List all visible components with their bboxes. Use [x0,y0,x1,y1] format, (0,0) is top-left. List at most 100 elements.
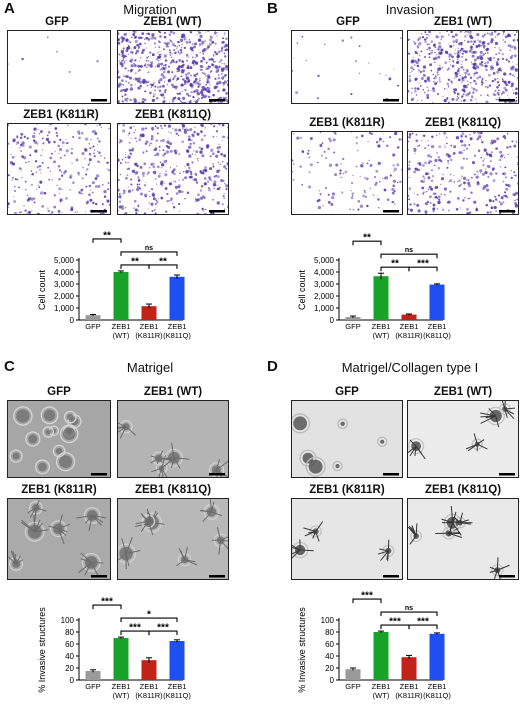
stained-cell [189,95,192,97]
stained-cell [135,171,139,174]
stained-cell [438,79,441,81]
stained-cell [207,87,211,90]
stained-cell [133,98,137,101]
stained-cell [165,170,167,172]
stained-cell [428,195,432,199]
stained-cell [201,207,204,211]
stained-cell [213,187,216,190]
stained-cell [224,73,227,77]
stained-cell [151,126,155,131]
stained-cell [152,197,156,201]
stained-cell [428,43,430,46]
stained-cell [118,178,120,182]
stained-cell [125,38,129,42]
stained-cell [460,41,464,45]
stained-cell [516,156,518,158]
stained-cell [432,209,435,213]
stained-cell [427,176,431,179]
stained-cell [293,57,295,59]
stained-cell [182,78,186,81]
stained-cell [501,78,504,81]
stained-cell [460,134,463,138]
stained-cell [199,78,201,80]
stained-cell [129,76,132,80]
stained-cell [398,138,401,141]
stained-cell [510,86,512,88]
stained-cell [341,191,344,194]
stained-cell [192,178,195,181]
stained-cell [350,196,354,200]
image-label-k811q: ZEB1 (K811Q) [134,484,212,496]
stained-cell [174,44,177,47]
scale-bar [209,210,225,213]
stained-cell [201,56,205,60]
micrograph-c-k811q [117,498,229,580]
stained-cell [170,34,172,37]
stained-cell [486,86,489,89]
stained-cell [217,71,219,73]
stained-cell [212,165,215,168]
panel-letter-b: B [267,0,278,17]
stained-cell [461,77,464,80]
stained-cell [470,47,473,51]
stained-cell [160,73,164,77]
stained-cell [449,44,453,48]
stained-cell [296,42,299,44]
stained-cell [136,140,138,143]
y-tick-label: 80 [325,628,334,637]
stained-cell [127,155,131,159]
stained-cell [439,32,441,34]
stained-cell [185,102,186,103]
stained-cell [216,201,220,205]
stained-cell [145,150,148,153]
stained-cell [428,49,431,52]
stained-cell [118,53,121,56]
stained-cell [456,69,460,73]
stained-cell [47,134,49,137]
stained-cell [199,51,202,54]
x-tick-label: (K811Q) [423,331,451,340]
stained-cell [155,152,160,156]
stained-cell [152,83,155,86]
stained-cell [438,36,440,39]
stained-cell [308,171,311,174]
stained-cell [461,132,465,136]
stained-cell [159,172,161,175]
x-tick-label: (WT) [373,691,390,700]
stained-cell [128,132,131,135]
stained-cell [460,207,462,209]
stained-cell [38,186,41,188]
stained-cell [214,77,217,81]
stained-cell [80,131,84,135]
stained-cell [137,179,141,182]
y-tick-label: 0 [70,676,75,685]
stained-cell [81,152,85,156]
stained-cell [437,156,440,159]
stained-cell [393,167,397,171]
stained-cell [481,80,483,82]
stained-cell [141,32,145,35]
invasive-protrusion [171,457,175,468]
stained-cell [460,166,464,170]
stained-cell [108,127,110,130]
stained-cell [225,48,228,52]
stained-cell [468,31,472,35]
stained-cell [301,35,304,38]
stained-cell [206,79,209,83]
stained-cell [110,147,111,150]
spheroid-halo [408,438,425,455]
stained-cell [506,132,509,135]
stained-cell [138,42,142,46]
stained-cell [205,75,207,77]
stained-cell [424,31,427,34]
stained-cell [131,169,136,173]
stained-cell [448,53,452,57]
stained-cell [196,193,200,197]
stained-cell [484,168,487,170]
stained-cell [26,137,29,140]
stained-cell [84,137,89,141]
stained-cell [490,141,493,145]
stained-cell [124,151,126,153]
stained-cell [515,140,518,142]
stained-cell [141,171,145,175]
